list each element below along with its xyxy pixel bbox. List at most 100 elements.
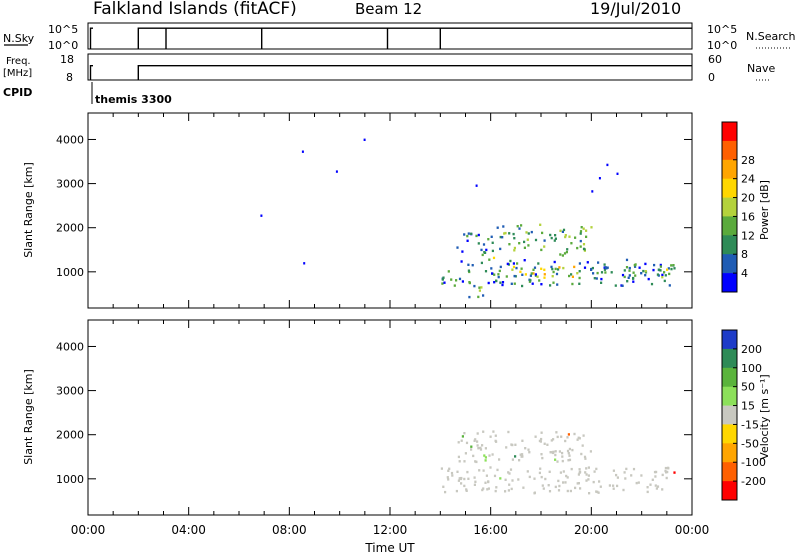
data-cell — [570, 467, 573, 471]
data-cell — [591, 266, 594, 270]
x-tick-label: 12:00 — [373, 523, 408, 537]
data-cell — [666, 268, 669, 271]
data-cell — [513, 246, 516, 250]
data-cell — [664, 469, 667, 473]
data-cell — [516, 225, 519, 228]
data-cell — [552, 270, 555, 274]
data-cell — [520, 224, 523, 227]
data-cell — [646, 486, 649, 489]
data-cell — [481, 253, 484, 257]
colorbar-segment — [722, 405, 737, 425]
data-cell — [555, 272, 559, 276]
nsky-label: N.Sky — [3, 32, 35, 45]
data-cell — [482, 487, 485, 490]
data-cell — [556, 283, 559, 286]
data-cell — [596, 490, 599, 494]
data-cell — [520, 267, 523, 270]
data-cell — [335, 170, 338, 173]
data-cell — [665, 471, 668, 474]
data-cell — [464, 452, 467, 455]
data-cell — [552, 438, 555, 441]
data-cell — [561, 455, 564, 458]
data-cell — [450, 471, 454, 475]
data-cell — [478, 286, 481, 289]
data-cell — [494, 434, 497, 437]
data-cell — [530, 272, 533, 275]
data-cell — [550, 236, 553, 240]
data-cell — [493, 281, 496, 284]
data-cell — [640, 474, 643, 477]
data-cell — [504, 478, 507, 481]
data-cell — [667, 467, 670, 470]
data-cell — [623, 275, 626, 279]
data-cell — [603, 263, 606, 266]
data-cell — [540, 453, 543, 456]
colorbar-tick-label: 50 — [741, 381, 755, 394]
y-tick-label: 1000 — [56, 266, 84, 279]
data-cell — [553, 239, 556, 242]
data-cell — [471, 264, 474, 267]
data-cell — [656, 485, 660, 488]
data-cell — [487, 480, 490, 483]
data-cell — [540, 248, 543, 252]
data-cell — [512, 232, 515, 236]
data-cell — [476, 444, 479, 447]
data-cell — [482, 430, 485, 433]
data-cell — [568, 447, 571, 451]
data-cell — [512, 262, 515, 265]
data-cell — [556, 460, 559, 463]
data-cell — [441, 278, 444, 281]
data-cell — [513, 282, 516, 285]
colorbar-tick-label: -50 — [741, 437, 759, 450]
colorbar-tick-label: -15 — [741, 418, 759, 431]
colorbar-tick-label: -100 — [741, 456, 766, 469]
data-cell — [597, 261, 600, 264]
colorbar-segment — [722, 159, 737, 179]
data-cell — [568, 274, 571, 278]
data-cell — [484, 481, 487, 484]
data-cell — [571, 448, 574, 452]
colorbar-frame — [721, 329, 738, 501]
data-cell — [554, 450, 557, 453]
data-cell — [573, 432, 576, 436]
data-cell — [530, 230, 533, 234]
data-cell — [554, 453, 557, 457]
nsearch-tick-top: 10^5 — [707, 23, 737, 36]
data-cell — [582, 243, 586, 246]
data-cell — [482, 294, 485, 297]
data-cell — [595, 277, 598, 280]
data-cell — [577, 482, 580, 485]
data-cell — [514, 455, 517, 458]
data-cell — [463, 484, 466, 488]
data-cell — [476, 432, 479, 435]
data-cell — [511, 458, 514, 461]
data-cell — [505, 275, 508, 278]
data-cell — [566, 489, 569, 493]
cpid-mode: themis 3300 — [95, 93, 172, 106]
nsky-tick-bottom: 10^0 — [48, 39, 78, 52]
data-cell — [534, 238, 538, 242]
data-cell — [581, 444, 584, 447]
data-cell — [554, 485, 557, 489]
data-cell — [548, 490, 552, 493]
data-cell — [450, 278, 453, 281]
data-cell — [568, 235, 571, 238]
power-colorbar: 4 8 12 16 20 24 28 — [721, 121, 755, 293]
data-cell — [664, 274, 667, 277]
data-cell — [673, 471, 676, 474]
data-cell — [522, 486, 525, 489]
colorbar-segment — [722, 122, 737, 142]
data-cell — [566, 248, 569, 251]
data-cell — [615, 473, 618, 477]
data-cell — [524, 273, 527, 276]
data-cell — [490, 235, 493, 238]
colorbar-tick-label: 24 — [741, 173, 755, 186]
colorbar-tick-label: 15 — [741, 400, 755, 413]
data-cell — [463, 233, 466, 236]
colorbar-tick-label: 12 — [741, 229, 755, 242]
data-cell — [515, 266, 518, 270]
colorbar-segment — [722, 481, 737, 501]
data-cell — [578, 437, 581, 440]
data-cell — [587, 478, 590, 481]
data-cell — [592, 272, 595, 275]
